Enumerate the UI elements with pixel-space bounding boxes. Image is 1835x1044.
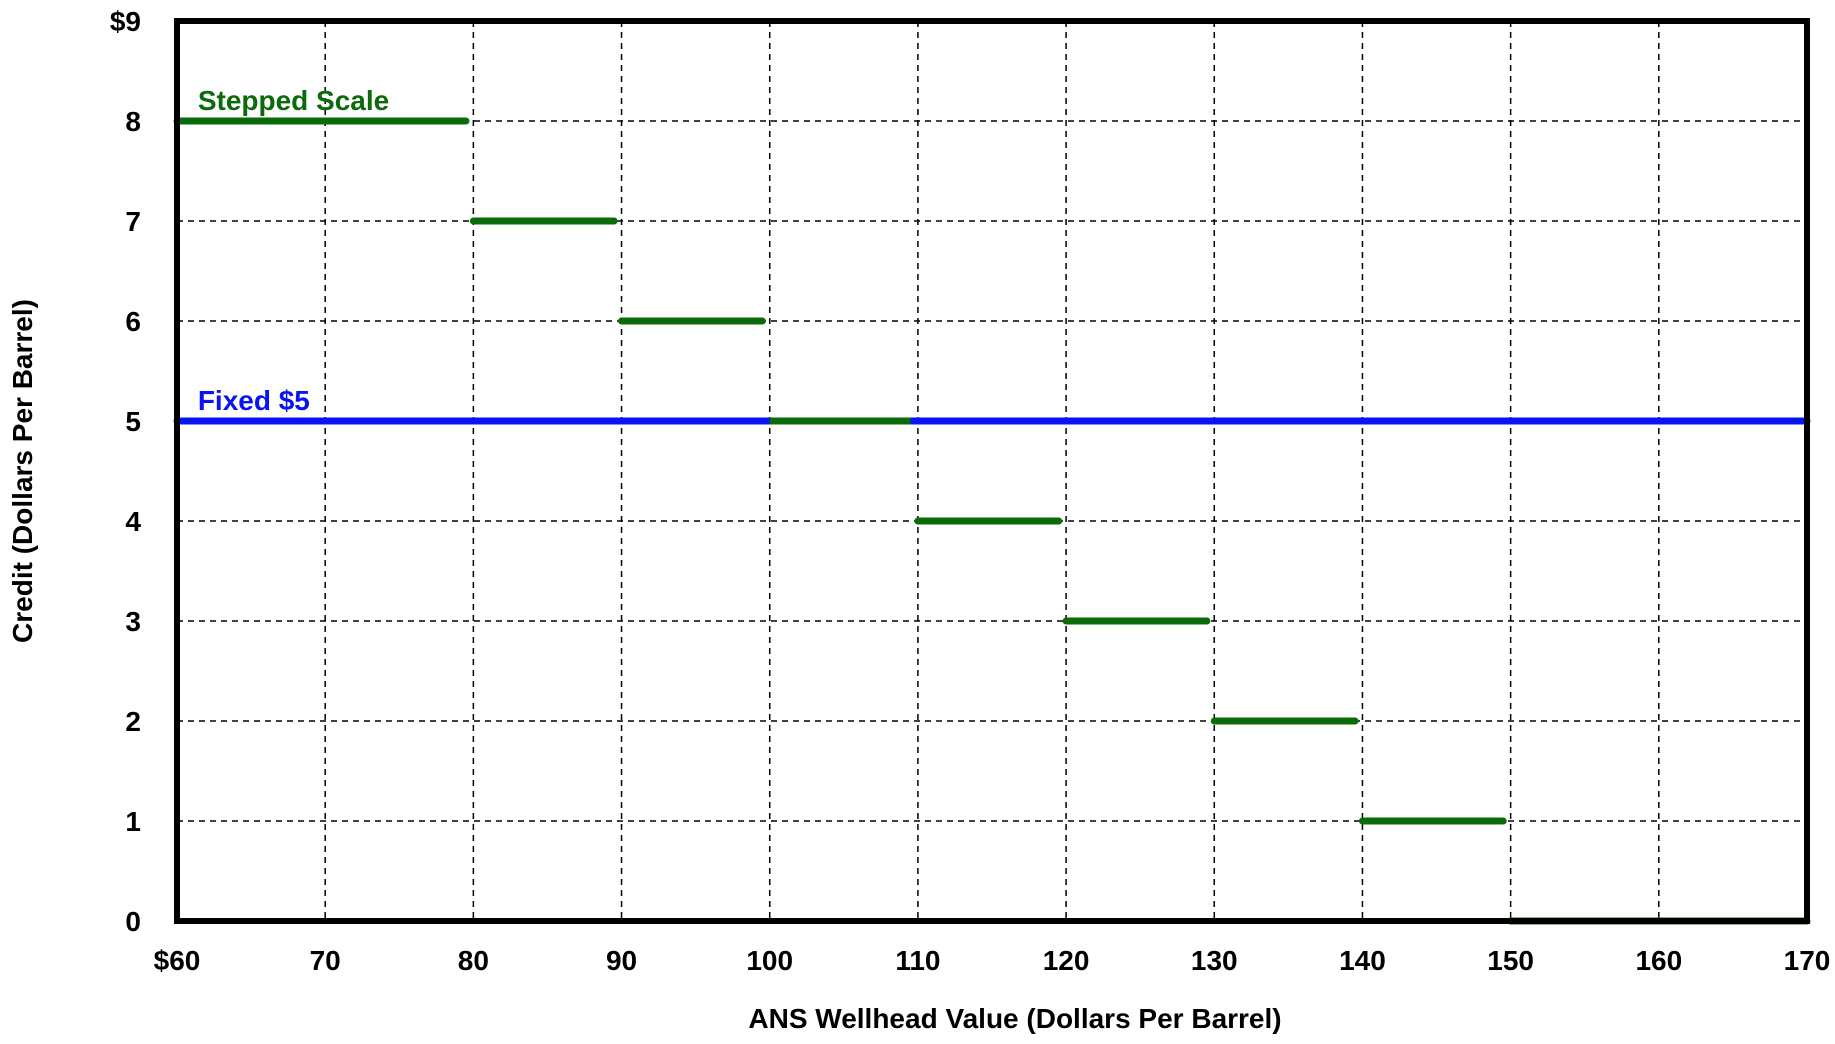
y-tick-label-0: 0 [125, 906, 141, 937]
x-tick-label-90: 90 [606, 945, 637, 976]
y-tick-label-1: 1 [125, 806, 141, 837]
x-tick-label-110: 110 [895, 945, 940, 976]
x-tick-label-120: 120 [1043, 945, 1090, 976]
x-tick-label-80: 80 [458, 945, 489, 976]
x-axis-label: ANS Wellhead Value (Dollars Per Barrel) [748, 1003, 1281, 1034]
y-tick-label-6: 6 [125, 306, 141, 337]
x-tick-label-130: 130 [1191, 945, 1238, 976]
y-tick-label-7: 7 [125, 206, 141, 237]
y-tick-label-5: 5 [125, 406, 141, 437]
plot-frame [174, 18, 1810, 924]
y-tick-label-2: 2 [125, 706, 141, 737]
grid-layer [177, 21, 1807, 921]
y-tick-label-8: 8 [125, 106, 141, 137]
series-annotation-2: Fixed $5 [198, 385, 310, 416]
tick-layer: $60 70 80 90 100 110 120 130 140 150 160 170 0 1 2 3 4 5 6… [110, 6, 1831, 976]
x-tick-label-170: 170 [1784, 945, 1831, 976]
x-tick-label-100: 100 [746, 945, 793, 976]
y-tick-label-9: $9 [110, 6, 141, 37]
x-tick-label-160: 160 [1635, 945, 1682, 976]
series-annotation-1: Stepped Scale [198, 85, 389, 116]
y-tick-label-4: 4 [125, 506, 141, 537]
annotation-layer: Stepped Scale Fixed $5 [198, 85, 389, 416]
y-axis-label: Credit (Dollars Per Barrel) [7, 299, 38, 643]
x-tick-label-60: $60 [154, 945, 201, 976]
x-tick-label-150: 150 [1487, 945, 1534, 976]
x-tick-label-140: 140 [1339, 945, 1386, 976]
x-tick-label-70: 70 [310, 945, 341, 976]
y-tick-label-3: 3 [125, 606, 141, 637]
